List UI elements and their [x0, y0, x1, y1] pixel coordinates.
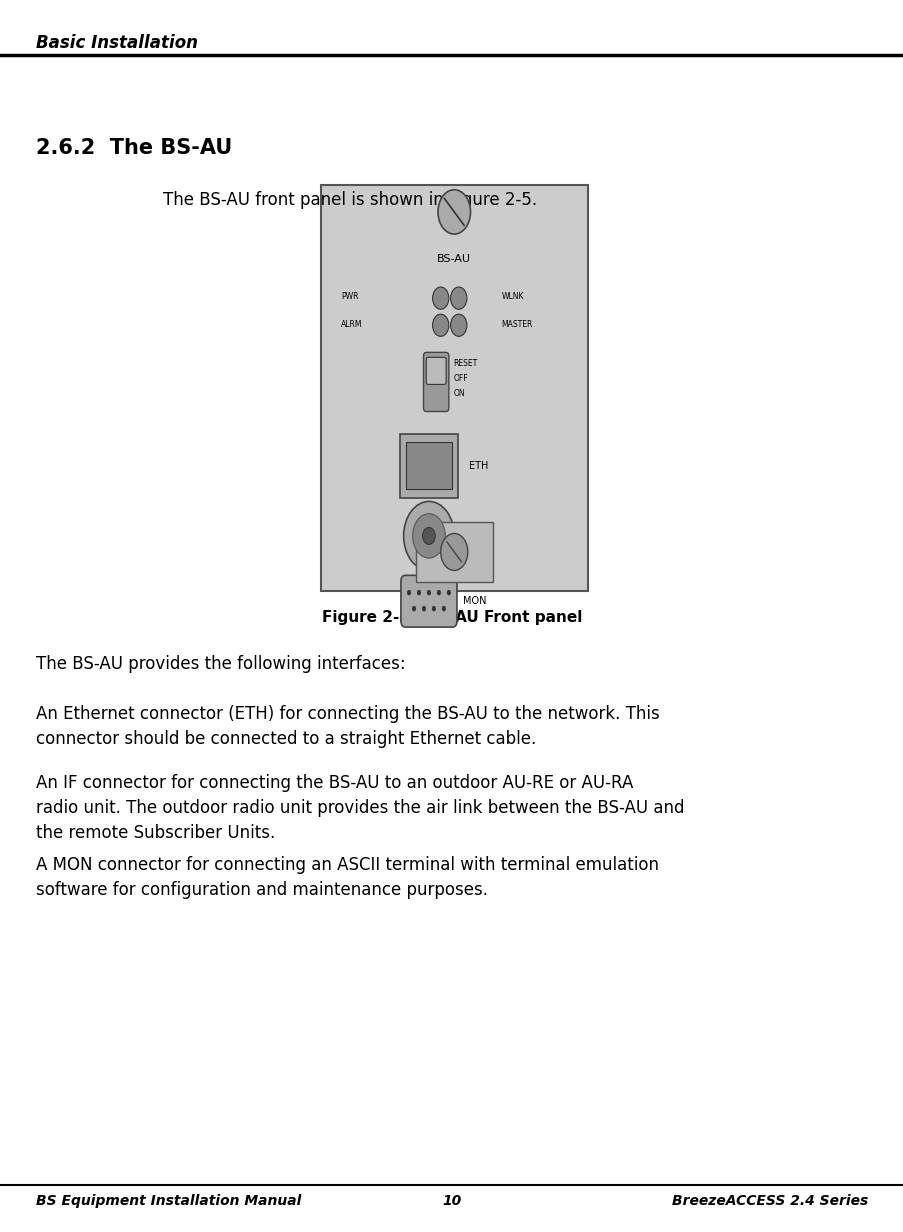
Text: MON: MON	[462, 596, 486, 606]
Circle shape	[432, 314, 448, 336]
Circle shape	[403, 501, 453, 570]
Circle shape	[426, 590, 430, 595]
Text: IF: IF	[468, 531, 476, 541]
Circle shape	[432, 287, 448, 309]
Text: MASTER: MASTER	[501, 319, 533, 329]
Text: A MON connector for connecting an ASCII terminal with terminal emulation
softwar: A MON connector for connecting an ASCII …	[36, 856, 658, 899]
Text: BS Equipment Installation Manual: BS Equipment Installation Manual	[36, 1194, 302, 1209]
Circle shape	[406, 590, 410, 595]
Text: 2.6.2  The BS-AU: 2.6.2 The BS-AU	[36, 138, 232, 158]
Text: RESET: RESET	[452, 359, 477, 368]
FancyBboxPatch shape	[400, 575, 456, 627]
Circle shape	[412, 514, 444, 558]
Text: An IF connector for connecting the BS-AU to an outdoor AU-RE or AU-RA
radio unit: An IF connector for connecting the BS-AU…	[36, 774, 684, 841]
Text: ON: ON	[452, 388, 464, 398]
Circle shape	[437, 590, 440, 595]
Text: OFF: OFF	[452, 373, 468, 383]
Text: BreezeACCESS 2.4 Series: BreezeACCESS 2.4 Series	[671, 1194, 867, 1209]
Circle shape	[422, 527, 434, 545]
FancyBboxPatch shape	[405, 442, 452, 489]
Circle shape	[422, 606, 425, 611]
Circle shape	[442, 606, 445, 611]
Text: 10: 10	[442, 1194, 461, 1209]
Text: An Ethernet connector (ETH) for connecting the BS-AU to the network. This
connec: An Ethernet connector (ETH) for connecti…	[36, 705, 659, 748]
Text: BS-AU: BS-AU	[437, 254, 470, 264]
FancyBboxPatch shape	[423, 352, 448, 411]
FancyBboxPatch shape	[426, 357, 446, 384]
Text: The BS-AU provides the following interfaces:: The BS-AU provides the following interfa…	[36, 655, 405, 674]
Circle shape	[450, 287, 467, 309]
Text: The BS-AU front panel is shown in Figure 2-5.: The BS-AU front panel is shown in Figure…	[163, 191, 536, 209]
FancyBboxPatch shape	[415, 522, 492, 582]
Circle shape	[412, 606, 415, 611]
FancyBboxPatch shape	[399, 434, 458, 498]
Circle shape	[432, 606, 435, 611]
Text: ETH: ETH	[469, 461, 488, 471]
Circle shape	[440, 533, 468, 570]
Text: WLNK: WLNK	[501, 292, 524, 302]
Circle shape	[446, 590, 450, 595]
Text: PWR: PWR	[340, 292, 358, 302]
Circle shape	[450, 314, 467, 336]
FancyBboxPatch shape	[321, 185, 587, 591]
Text: Basic Installation: Basic Installation	[36, 34, 198, 53]
Text: Figure 2-5.  BS-AU Front panel: Figure 2-5. BS-AU Front panel	[321, 610, 582, 625]
Text: ALRM: ALRM	[340, 319, 362, 329]
Circle shape	[437, 190, 470, 234]
Circle shape	[416, 590, 420, 595]
